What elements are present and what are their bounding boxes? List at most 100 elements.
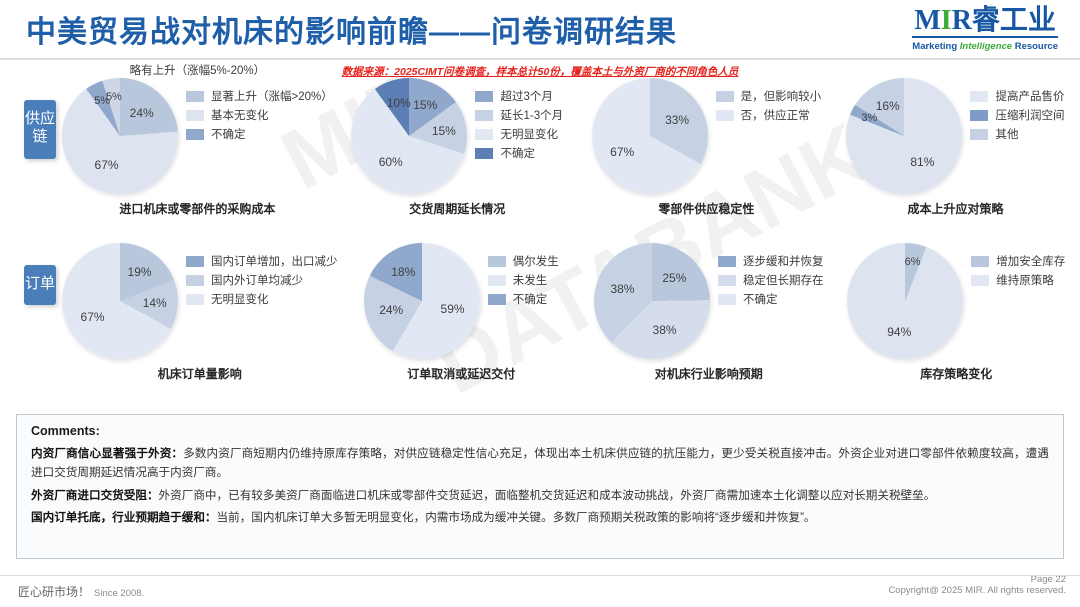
- chart-annotation: 略有上升（涨幅5%-20%）: [129, 65, 266, 77]
- logo-wordmark: MIR睿工业: [912, 4, 1058, 38]
- legend-item[interactable]: 稳定但长期存在: [718, 272, 824, 288]
- chart-legend: 是，但影响较小否，供应正常: [715, 88, 822, 123]
- legend-swatch: [475, 90, 494, 102]
- legend-item[interactable]: 逐步缓和并恢复: [718, 253, 824, 269]
- legend-item[interactable]: 不确定: [186, 126, 333, 142]
- pie-slices: [62, 243, 178, 359]
- legend-swatch: [186, 293, 204, 305]
- legend-swatch: [475, 128, 494, 140]
- chart-body: 24% 67% 5% 5% 显著上升（涨幅>20%） 基本无变化不确定: [62, 78, 333, 194]
- chart-caption: 零部件供应稳定性: [658, 202, 755, 216]
- slice-value-label: 16%: [875, 98, 900, 113]
- legend-item[interactable]: 无明显变化: [186, 291, 338, 307]
- legend-label: 维持原策略: [996, 275, 1054, 287]
- legend-swatch: [971, 274, 990, 286]
- logo-letter-m: M: [914, 4, 941, 36]
- legend-item[interactable]: 无明显变化: [475, 126, 563, 142]
- mir-logo: MIR睿工业 Marketing Intelligence Resource: [912, 4, 1066, 52]
- pie-slices: [62, 78, 178, 194]
- comments-heading: Comments:: [31, 424, 100, 438]
- pie-chart[interactable]: 59% 24% 18%: [363, 243, 480, 359]
- slice-value-label: 10%: [386, 95, 411, 110]
- legend-swatch: [186, 128, 204, 140]
- legend-item[interactable]: 其他: [970, 126, 1064, 142]
- legend-label: 超过3个月: [500, 91, 553, 103]
- legend-item[interactable]: 不确定: [475, 145, 563, 161]
- pie-chart[interactable]: 19% 14% 67%: [62, 243, 178, 359]
- legend-label: 否，供应正常: [740, 110, 810, 122]
- logo-tagline-intelligence: Intelligence: [959, 40, 1013, 52]
- legend-item[interactable]: 不确定: [487, 291, 559, 307]
- legend-item[interactable]: 否，供应正常: [715, 107, 822, 123]
- legend-swatch: [718, 293, 736, 305]
- chart-cell[interactable]: 略有上升（涨幅5%-20%） 24% 67% 5% 5% 显著上升（涨幅>20%） 基本无变…: [62, 65, 333, 217]
- legend-label: 国内订单增加，出口减少: [211, 256, 338, 268]
- chart-cell[interactable]: 33% 67% 是，但影响较小 否，供应正常 零部件供应稳定性: [582, 78, 831, 217]
- chart-cell[interactable]: 81% 3% 16% 提高产品售价 压缩利润空间 其他成本上升应对策略: [831, 78, 1080, 217]
- legend-item[interactable]: 压缩利润空间: [970, 107, 1064, 123]
- slice-value-label: 94%: [887, 325, 912, 340]
- comment-item: 内资厂商信心显著强于外资：多数内资厂商短期内仍维持原库存策略，对供应链稳定性信心…: [31, 445, 1049, 483]
- legend-item[interactable]: 超过3个月: [475, 88, 563, 104]
- pie-chart[interactable]: 33% 67%: [591, 78, 708, 194]
- slice-value-label: 25%: [662, 271, 687, 286]
- chart-legend: 显著上升（涨幅>20%） 基本无变化不确定: [186, 88, 333, 142]
- slice-value-label: 14%: [142, 296, 167, 311]
- pie-chart[interactable]: 24% 67% 5% 5%: [62, 78, 178, 194]
- slice-value-label: 59%: [440, 302, 465, 317]
- legend-item[interactable]: 偶尔发生: [487, 253, 559, 269]
- chart-cell[interactable]: 15% 15% 60% 10% 超过3个月 延长1-3个月 无明显变化 不确定 交货周期延长情况: [333, 78, 582, 217]
- chart-cell[interactable]: 19% 14% 67% 国内订单增加，出口减少 国内外订单均减少 无明显变化 机床订单量影响: [62, 243, 338, 382]
- slice-value-label: 81%: [910, 155, 935, 170]
- legend-label: 偶尔发生: [512, 256, 559, 268]
- legend-label: 显著上升（涨幅>20%）: [211, 91, 333, 103]
- pie-slices: [846, 78, 963, 194]
- legend-swatch: [186, 90, 204, 102]
- comment-item: 国内订单托底，行业预期趋于缓和：当前，国内机床订单大多暂无明显变化，内需市场成为…: [31, 509, 1049, 528]
- legend-swatch: [971, 255, 990, 267]
- footer-since: Since 2008.: [94, 588, 145, 599]
- legend-item[interactable]: 不确定: [718, 291, 824, 307]
- pie-chart[interactable]: 81% 3% 16%: [846, 78, 963, 194]
- legend-label: 不确定: [512, 294, 548, 306]
- chart-legend: 逐步缓和并恢复 稳定但长期存在 不确定: [718, 253, 824, 307]
- slice-value-label: 38%: [652, 323, 677, 338]
- slice-value-label: 18%: [391, 264, 416, 279]
- chart-body: 19% 14% 67% 国内订单增加，出口减少国内外订单均减少 无明显变化: [62, 243, 338, 359]
- chart-cell[interactable]: 6% 94% 增加安全库存 维持原策略 库存策略变化: [833, 243, 1080, 382]
- legend-label: 未发生: [512, 275, 548, 287]
- legend-swatch: [186, 109, 204, 121]
- chart-body: 25% 38% 38% 逐步缓和并恢复 稳定但长期存在 不确定: [594, 243, 824, 359]
- slice-value-label: 15%: [431, 123, 456, 138]
- legend-item[interactable]: 国内外订单均减少: [186, 272, 338, 288]
- pie-chart[interactable]: 15% 15% 60% 10%: [351, 78, 468, 194]
- legend-item[interactable]: 增加安全库存: [971, 253, 1065, 269]
- pie-chart[interactable]: 6% 94%: [847, 243, 964, 359]
- slice-value-label: 67%: [80, 310, 105, 325]
- legend-label: 基本无变化: [211, 110, 269, 122]
- slice-value-label: 19%: [127, 265, 152, 280]
- row-tag-orders: 订单: [24, 265, 56, 306]
- legend-label: 不确定: [211, 129, 246, 141]
- chart-caption: 成本上升应对策略: [907, 202, 1004, 216]
- legend-item[interactable]: 延长1-3个月: [475, 107, 563, 123]
- legend-item[interactable]: 国内订单增加，出口减少: [186, 253, 338, 269]
- pie-chart[interactable]: 25% 38% 38%: [594, 243, 710, 359]
- legend-label: 延长1-3个月: [500, 110, 564, 122]
- legend-item[interactable]: 提高产品售价: [970, 88, 1064, 104]
- slice-value-label: 38%: [610, 281, 635, 296]
- slice-value-label: 3%: [861, 112, 878, 125]
- chart-cell[interactable]: 59% 24% 18% 偶尔发生 未发生 不确定 订单取消或延迟交付: [338, 243, 586, 382]
- comment-lead: 内资厂商信心显著强于外资：: [31, 447, 184, 460]
- comment-lead: 国内订单托底，行业预期趋于缓和：: [31, 511, 217, 525]
- legend-item[interactable]: 维持原策略: [971, 272, 1065, 288]
- legend-item[interactable]: 未发生: [487, 272, 559, 288]
- slice-value-label: 67%: [610, 145, 635, 160]
- slide-footer: 匠心研市场！ Since 2008. Copyright@ 2025 MIR. A…: [0, 575, 1080, 607]
- legend-item[interactable]: 显著上升（涨幅>20%）: [186, 88, 333, 104]
- chart-cell[interactable]: 25% 38% 38% 逐步缓和并恢复 稳定但长期存在 不确定 对机床行业影响预期: [585, 243, 833, 382]
- legend-item[interactable]: 基本无变化: [186, 107, 333, 123]
- data-source-note: 数据来源：2025CIMT问卷调查，样本总计50份，覆盖本土与外资厂商的不同角色…: [341, 66, 739, 78]
- legend-item[interactable]: 是，但影响较小: [715, 88, 821, 104]
- logo-tagline-marketing: Marketing: [912, 40, 960, 52]
